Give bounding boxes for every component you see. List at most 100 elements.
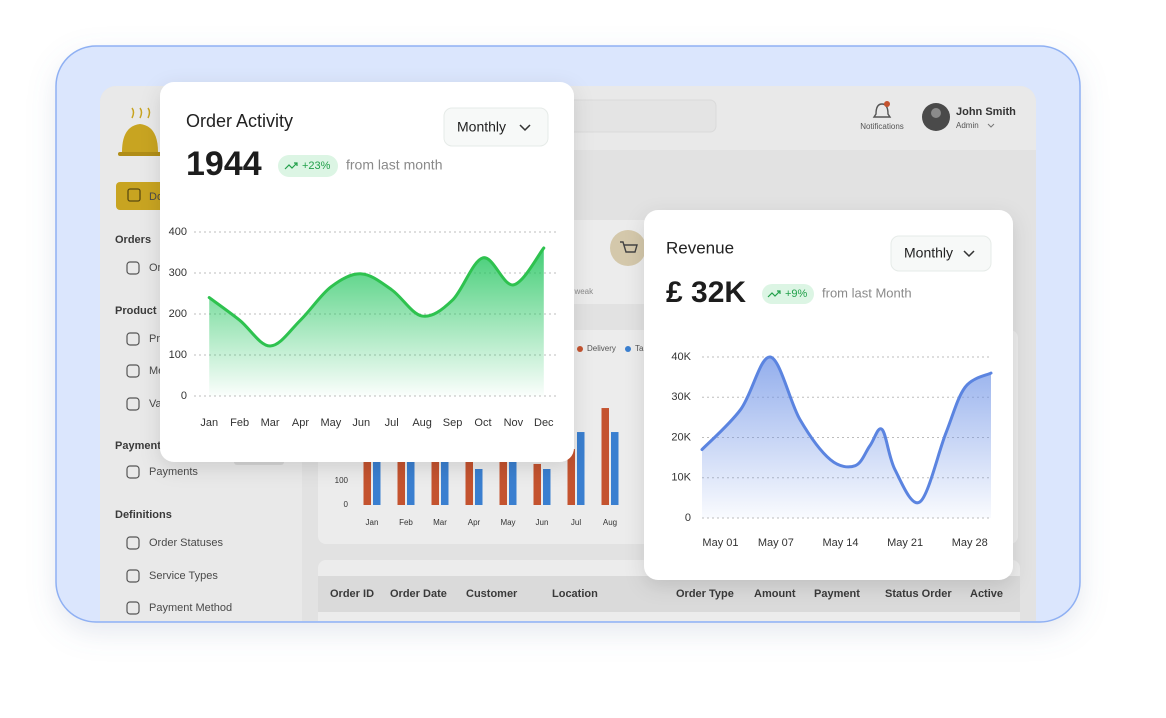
section-title: Definitions [115,509,172,521]
legend-label: Ta [635,344,644,353]
bar [407,449,415,505]
area-fill [702,356,991,518]
x-tick-label: May [500,518,515,527]
change-badge [762,284,814,304]
column-header: Location [552,588,598,600]
y-tick-label: 10K [671,472,691,484]
y-tick-label: 0 [685,512,691,524]
trend-icon [767,290,781,298]
y-tick-label: 20K [671,431,691,443]
table-header [318,576,1020,612]
x-tick-label: Nov [504,417,524,429]
stat-icon [610,230,646,266]
x-tick-label: Jun [536,518,549,527]
x-tick-label: Apr [292,417,309,429]
section-title: Payment [115,440,161,452]
line [207,246,546,348]
bell-icon[interactable] [872,103,892,118]
nav-item: Va [149,398,163,410]
change-note: from last Month [822,285,912,300]
nav-icon [126,536,140,550]
y-tick-label: 100 [169,349,187,361]
x-tick-label: May 21 [887,537,923,549]
change: +9% [785,288,808,300]
y-tick-label: 0 [344,500,349,509]
section-title: Orders [115,234,151,246]
bar [465,447,473,505]
nav-icon [126,364,140,378]
cart-icon [620,241,638,253]
x-tick-label: May 28 [952,537,988,549]
total: 1944 [186,145,262,183]
column-header: Amount [754,588,796,600]
x-tick-label: Sep [443,417,463,429]
x-tick-label: Dec [534,417,554,429]
nav-icon [126,465,140,479]
nav-item: Order Statuses [149,537,223,549]
period-select[interactable] [443,107,549,147]
bar [611,432,619,505]
change-badge [278,155,338,177]
bar-chart: 0 100 Jan Feb Mar Apr May Jun Jul Aug Delivery Ta [335,344,644,527]
x-tick-label: Jan [200,417,218,429]
card-title: Revenue [666,238,734,257]
change-note: from last month [346,157,442,173]
bar [533,463,541,505]
x-tick-label: Aug [412,417,432,429]
x-tick-label: Jul [385,417,399,429]
y-tick-label: 40K [671,351,691,363]
area-chart: 0 100 200 300 400 Jan Feb Mar Apr May Jun Jul Aug Sep… [169,226,559,429]
x-tick-label: Apr [468,518,481,527]
x-tick-label: Mar [433,518,447,527]
card-title: Order Activity [186,111,293,131]
bar [543,469,551,505]
total: £ 32K [666,276,746,309]
bar [441,445,449,505]
bar [601,408,609,505]
nav-item: Or [149,262,162,274]
y-tick-label: 200 [169,308,187,320]
logo-plate [118,152,162,156]
nav-item: Pr [149,333,160,345]
y-tick-label: 100 [335,476,349,485]
bar [499,442,507,505]
table-head: Order ID Order Date Customer Location Order … [330,588,1003,600]
x-tick-label: Jul [571,518,581,527]
legend-swatch [577,346,583,352]
notifications-label: Notifications [860,122,904,131]
x-tick-label: May 01 [702,537,738,549]
x-tick-label: May [320,417,341,429]
column-header: Customer [466,588,518,600]
x-tick-label: Mar [261,417,280,429]
bell-dot [884,101,890,107]
period-label: Monthly [457,119,506,135]
y-tick-label: 300 [169,267,187,279]
stat-note: t weak [570,287,594,296]
column-header: Order ID [330,588,374,600]
bar [509,449,517,505]
bar [397,440,405,505]
column-header: Active [970,588,1003,600]
trend-icon [284,162,298,170]
active-nav-label: Do [149,191,163,203]
bar [373,442,381,505]
x-tick-label: May 07 [758,537,794,549]
period-select[interactable] [890,235,992,272]
legend-swatch [625,346,631,352]
user-name: John Smith [956,106,1016,118]
nav-icon [127,188,141,202]
search-box[interactable] [559,99,717,133]
bar [577,432,585,505]
chevron [519,124,531,132]
bar [475,469,483,505]
bar [363,433,371,505]
period-label: Monthly [904,245,953,261]
x-tick-label: Feb [399,518,413,527]
y-tick-label: 0 [181,390,187,402]
nav-icon [126,261,140,275]
user-chevron[interactable] [987,123,995,128]
change: +23% [302,160,331,172]
revenue-card: Revenue Monthly £ 32K +9% from last Mont… [644,210,1013,580]
